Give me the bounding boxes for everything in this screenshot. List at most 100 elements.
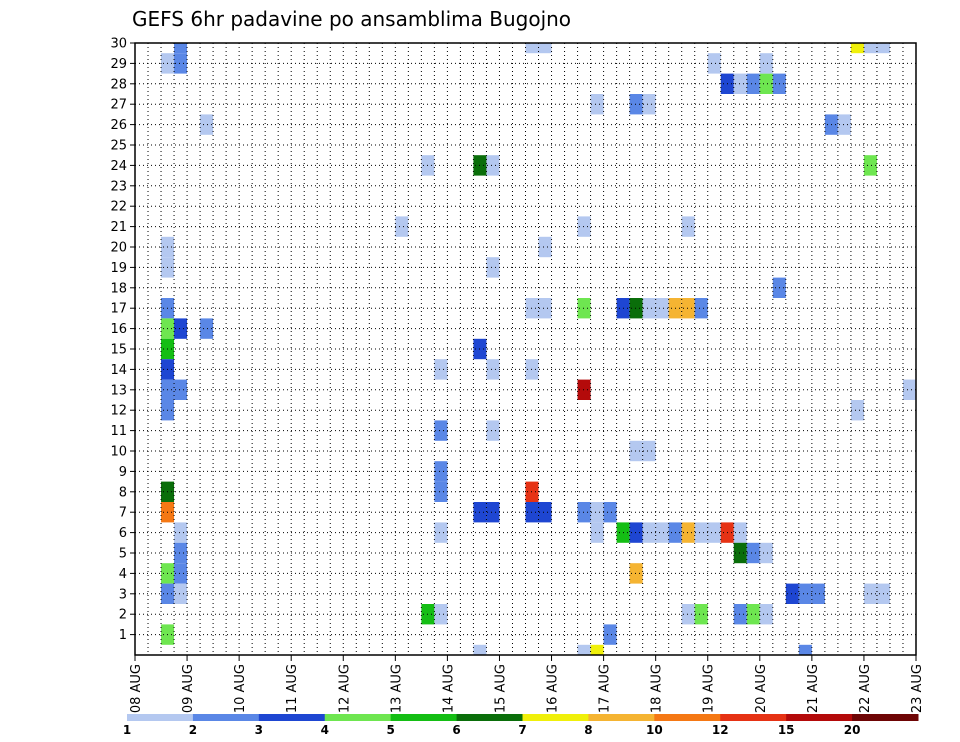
y-tick-label: 23 <box>110 179 127 194</box>
cell-55 <box>577 502 591 523</box>
y-tick-label: 15 <box>110 343 127 358</box>
cell-77 <box>655 522 669 543</box>
y-tick-label: 28 <box>110 77 127 92</box>
cell-89 <box>733 73 747 94</box>
colorbar-swatch <box>324 714 392 721</box>
x-tick-label: 15 AUG <box>493 664 508 713</box>
cell-70 <box>642 94 656 115</box>
colorbar-swatch <box>192 714 260 721</box>
colorbar-label: 10 <box>646 723 663 737</box>
cell-71 <box>629 440 643 462</box>
cell-51 <box>577 216 591 237</box>
colorbar-swatch <box>786 714 853 721</box>
x-tick-label: 21 AUG <box>806 664 821 713</box>
colorbar-label: 1 <box>123 723 131 737</box>
cell-114 <box>902 379 916 400</box>
cell-72 <box>642 440 656 462</box>
cell-102 <box>798 583 812 604</box>
cell-7 <box>174 318 188 339</box>
colorbar-label: 8 <box>584 723 592 737</box>
x-tick-label: 14 AUG <box>441 664 456 713</box>
cell-45 <box>538 298 552 319</box>
cell-1 <box>174 53 188 74</box>
cell-67 <box>681 298 695 319</box>
cell-48 <box>525 481 539 502</box>
colorbar-swatch <box>127 714 194 721</box>
y-tick-label: 6 <box>119 526 127 541</box>
cell-16 <box>174 542 188 564</box>
x-tick-label: 13 AUG <box>389 664 404 713</box>
y-tick-label: 14 <box>110 363 127 378</box>
cell-59 <box>603 624 617 645</box>
colorbar-swatch <box>390 714 458 721</box>
y-tick-label: 20 <box>110 241 127 256</box>
cell-87 <box>707 53 721 74</box>
cell-101 <box>785 583 799 604</box>
cell-26 <box>434 359 448 380</box>
cell-44 <box>525 298 539 319</box>
cell-110 <box>863 155 877 176</box>
y-tick-label: 3 <box>119 587 127 602</box>
cell-18 <box>174 563 188 584</box>
cell-80 <box>694 522 708 543</box>
cell-47 <box>538 236 552 258</box>
y-tick-label: 4 <box>119 567 127 582</box>
x-tick-label: 19 AUG <box>702 664 717 713</box>
cell-57 <box>590 522 604 543</box>
x-tick-label: 20 AUG <box>754 664 769 713</box>
colorbar-swatch <box>720 714 787 721</box>
colorbar-label: 20 <box>844 723 861 737</box>
cell-64 <box>642 298 656 319</box>
x-axis: 08 AUG 09 AUG 10 AUG 11 AUG 12 AUG 13 AUG 14 A… <box>129 655 925 713</box>
cell-104 <box>798 644 812 655</box>
colorbar-swatch <box>258 714 326 721</box>
colorbar-swatch <box>588 714 655 721</box>
cell-11 <box>174 379 188 400</box>
y-tick-label: 27 <box>110 98 127 113</box>
cell-90 <box>746 73 760 94</box>
cell-61 <box>590 644 604 655</box>
cell-43 <box>538 43 552 54</box>
x-tick-label: 17 AUG <box>598 664 613 713</box>
cell-69 <box>629 94 643 115</box>
cell-23 <box>200 114 214 135</box>
x-tick-label: 09 AUG <box>181 664 196 713</box>
cell-108 <box>863 43 877 54</box>
y-tick-label: 17 <box>110 302 127 317</box>
cell-96 <box>759 542 773 564</box>
x-tick-label: 23 AUG <box>910 664 925 713</box>
cell-58 <box>603 502 617 523</box>
colorbar-label: 2 <box>189 723 197 737</box>
ensemble-cells <box>161 43 916 655</box>
cell-75 <box>629 522 643 543</box>
cell-79 <box>681 522 695 543</box>
cell-46 <box>525 359 539 380</box>
colorbar-label: 7 <box>518 723 526 737</box>
cell-15 <box>174 522 188 543</box>
y-tick-label: 13 <box>110 383 127 398</box>
x-tick-label: 22 AUG <box>858 664 873 713</box>
colorbar-label: 12 <box>712 723 729 737</box>
cell-2 <box>174 43 188 54</box>
colorbar-swatch <box>456 714 523 721</box>
y-tick-label: 24 <box>110 159 127 174</box>
cell-81 <box>707 522 721 543</box>
colorbar-label: 5 <box>386 723 394 737</box>
colorbar-label: 6 <box>452 723 460 737</box>
cell-106 <box>837 114 851 135</box>
cell-84 <box>681 216 695 237</box>
colorbar-label: 15 <box>778 723 795 737</box>
cell-76 <box>642 522 656 543</box>
x-tick-label: 12 AUG <box>337 664 352 713</box>
cell-83 <box>733 522 747 543</box>
cell-24 <box>395 216 409 237</box>
y-tick-label: 25 <box>110 139 127 154</box>
y-tick-label: 21 <box>110 220 127 235</box>
colorbar-swatch <box>852 714 919 721</box>
y-tick-label: 29 <box>110 57 127 72</box>
cell-93 <box>759 53 773 74</box>
x-tick-label: 16 AUG <box>546 664 561 713</box>
cell-32 <box>434 604 448 625</box>
cell-34 <box>486 155 500 176</box>
cell-63 <box>629 298 643 319</box>
